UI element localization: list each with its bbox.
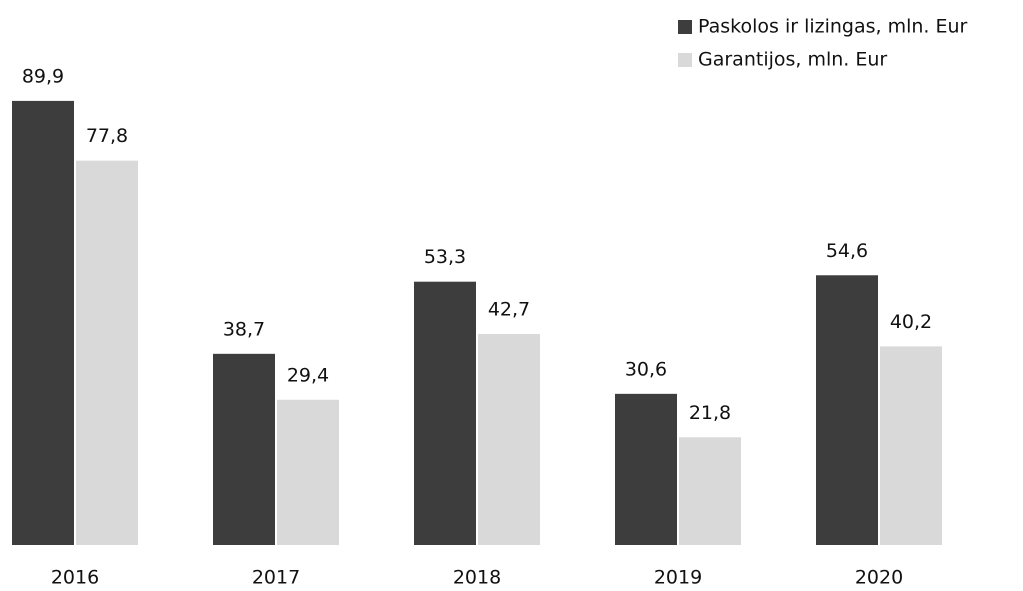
value-label: 77,8 (86, 125, 128, 147)
value-label: 29,4 (287, 364, 329, 386)
bar (679, 437, 741, 545)
bar (615, 393, 677, 545)
bar (277, 399, 339, 545)
value-label: 89,9 (22, 65, 64, 87)
bar (213, 353, 275, 545)
x-tick-label: 2016 (51, 567, 99, 589)
bar (816, 275, 878, 545)
x-tick-label: 2018 (453, 567, 501, 589)
value-label: 40,2 (890, 311, 932, 333)
legend-swatch (678, 53, 692, 67)
bar (414, 281, 476, 545)
value-label: 38,7 (223, 318, 265, 340)
x-tick-label: 2019 (654, 567, 702, 589)
legend-label: Garantijos, mln. Eur (698, 49, 887, 71)
value-label: 54,6 (826, 240, 868, 262)
bar (880, 346, 942, 545)
bar (12, 100, 74, 546)
bar (76, 160, 138, 545)
value-label: 42,7 (488, 299, 530, 321)
value-label: 30,6 (625, 358, 667, 380)
legend-swatch (678, 20, 692, 34)
value-label: 53,3 (424, 246, 466, 268)
value-label: 21,8 (689, 402, 731, 424)
legend-label: Paskolos ir lizingas, mln. Eur (698, 16, 968, 38)
x-tick-label: 2020 (855, 567, 903, 589)
bar (478, 334, 540, 545)
x-tick-label: 2017 (252, 567, 300, 589)
